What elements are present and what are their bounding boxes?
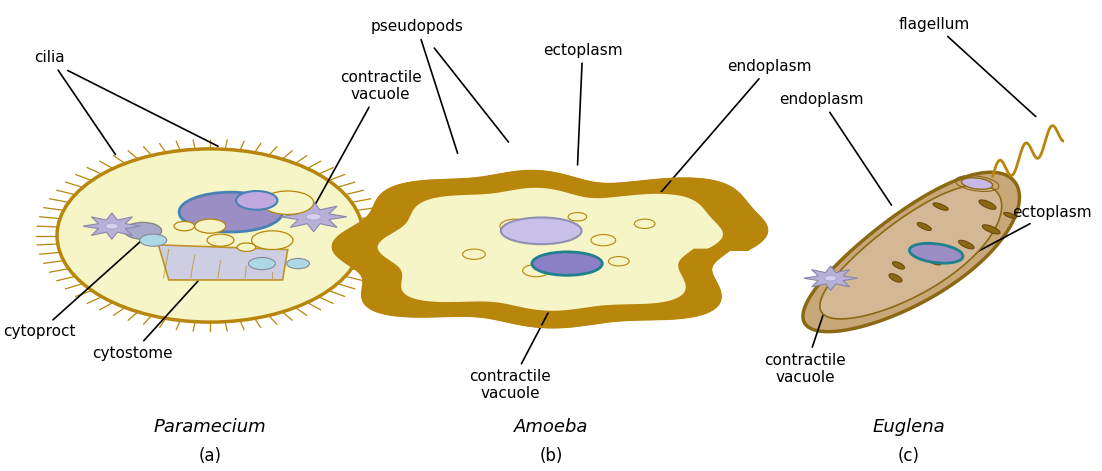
- Text: (a): (a): [198, 447, 222, 464]
- Ellipse shape: [180, 192, 282, 232]
- Ellipse shape: [1004, 212, 1016, 218]
- Text: Amoeba: Amoeba: [515, 418, 588, 437]
- Ellipse shape: [962, 178, 993, 189]
- Circle shape: [237, 243, 256, 252]
- Text: contractile
vacuole: contractile vacuole: [764, 295, 846, 385]
- Text: cytostome: cytostome: [93, 281, 198, 360]
- Polygon shape: [803, 172, 1019, 332]
- Circle shape: [236, 191, 278, 210]
- Circle shape: [500, 219, 531, 233]
- Ellipse shape: [926, 256, 941, 265]
- Text: pseudopods: pseudopods: [370, 19, 463, 153]
- Text: (c): (c): [897, 447, 919, 464]
- Circle shape: [591, 235, 616, 246]
- Polygon shape: [281, 202, 347, 232]
- Circle shape: [569, 212, 586, 221]
- Ellipse shape: [917, 223, 931, 230]
- Circle shape: [251, 231, 293, 250]
- Circle shape: [207, 234, 234, 246]
- Circle shape: [248, 258, 276, 270]
- Circle shape: [195, 219, 226, 233]
- Polygon shape: [820, 185, 1002, 319]
- Circle shape: [463, 249, 485, 260]
- Text: cytoproct: cytoproct: [3, 241, 141, 340]
- Ellipse shape: [532, 252, 603, 275]
- Text: endoplasm: endoplasm: [651, 59, 812, 203]
- Circle shape: [174, 221, 195, 231]
- Circle shape: [824, 276, 836, 281]
- Ellipse shape: [959, 240, 974, 249]
- Polygon shape: [333, 171, 767, 327]
- Polygon shape: [83, 213, 141, 239]
- Ellipse shape: [889, 274, 901, 282]
- Circle shape: [306, 213, 321, 220]
- Ellipse shape: [893, 262, 905, 269]
- Ellipse shape: [982, 225, 1001, 234]
- Text: contractile
vacuole: contractile vacuole: [469, 279, 565, 401]
- Polygon shape: [803, 266, 857, 291]
- Circle shape: [125, 222, 162, 239]
- Circle shape: [106, 223, 118, 229]
- Polygon shape: [159, 245, 288, 280]
- Polygon shape: [377, 187, 724, 312]
- Text: Paramecium: Paramecium: [154, 418, 267, 437]
- Ellipse shape: [57, 149, 364, 322]
- Circle shape: [608, 257, 629, 266]
- Text: Euglena: Euglena: [872, 418, 944, 437]
- Circle shape: [262, 191, 314, 214]
- Text: ectoplasm: ectoplasm: [975, 204, 1092, 253]
- Ellipse shape: [933, 203, 948, 210]
- Ellipse shape: [909, 244, 963, 263]
- Text: contractile
vacuole: contractile vacuole: [315, 70, 422, 205]
- Text: flagellum: flagellum: [899, 17, 1036, 117]
- Ellipse shape: [979, 200, 996, 209]
- Text: endoplasm: endoplasm: [779, 92, 892, 205]
- Circle shape: [522, 265, 550, 276]
- Ellipse shape: [501, 218, 582, 244]
- Text: (b): (b): [540, 447, 563, 464]
- Text: ectoplasm: ectoplasm: [543, 42, 623, 165]
- Circle shape: [635, 219, 655, 228]
- Circle shape: [140, 234, 166, 246]
- Text: cilia: cilia: [34, 50, 116, 154]
- Circle shape: [287, 259, 310, 269]
